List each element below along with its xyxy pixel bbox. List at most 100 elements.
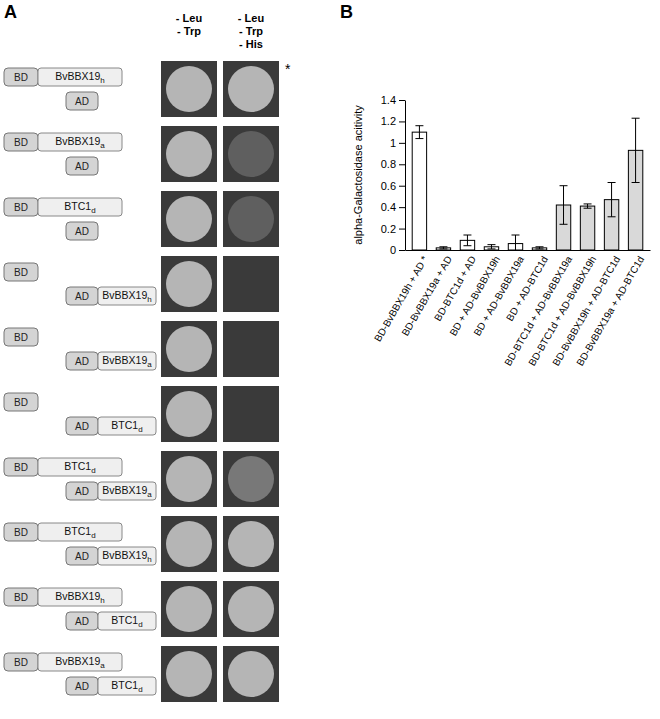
tag-label: BD xyxy=(14,657,28,668)
tick-mark xyxy=(399,229,405,230)
construct-row: BDADBvBBX19a xyxy=(4,321,279,377)
tick: 0.6 xyxy=(381,180,405,192)
colony xyxy=(228,196,274,242)
construct-name: BvBBX19 xyxy=(55,135,100,147)
colony xyxy=(166,391,212,437)
construct-subscript: d xyxy=(91,206,95,215)
tag-label: AD xyxy=(75,291,89,302)
error-bar-cap xyxy=(632,182,640,183)
tag-label: AD xyxy=(75,421,89,432)
error-bar-stem xyxy=(491,245,492,249)
construct-subscript: d xyxy=(138,425,142,434)
bar xyxy=(580,206,594,250)
colony xyxy=(228,521,274,567)
fusion-box xyxy=(38,458,122,476)
fusion-box xyxy=(98,612,156,630)
error-bar-stem xyxy=(467,235,468,246)
column-header: - Trp xyxy=(177,25,201,37)
tag-box xyxy=(66,287,98,305)
tag-box xyxy=(66,222,98,240)
error-bar xyxy=(632,118,640,182)
note-mark: * xyxy=(285,61,291,77)
error-bar xyxy=(439,247,447,249)
construct-row: BDBTC1dAD xyxy=(4,191,279,247)
construct-row: BDADBvBBX19h xyxy=(4,256,279,312)
construct-label: BTC1d xyxy=(111,679,142,694)
tag-label: AD xyxy=(75,356,89,367)
construct-name: BvBBX19 xyxy=(55,590,100,602)
tag-box xyxy=(4,588,38,606)
construct-name: BTC1 xyxy=(64,200,91,212)
tick-mark xyxy=(399,121,405,122)
tag-label: BD xyxy=(14,137,28,148)
tag-box xyxy=(66,677,98,695)
construct-name: BvBBX19 xyxy=(102,289,147,301)
plot-marks xyxy=(412,118,643,250)
tag-label: BD xyxy=(14,462,28,473)
tag-box xyxy=(66,157,98,175)
plate-photo xyxy=(223,516,279,572)
tick-label: 1.2 xyxy=(381,115,396,127)
tick-label: 1.4 xyxy=(381,94,396,106)
colony xyxy=(166,66,212,112)
tag-label: AD xyxy=(75,616,89,627)
plate-photo xyxy=(223,451,279,507)
fusion-box xyxy=(38,653,122,671)
construct-subscript: a xyxy=(147,360,152,369)
panel-a: A- Leu- Trp- Leu- Trp- HisBDBvBBX19hAD*B… xyxy=(4,2,291,702)
plate-photo xyxy=(223,61,279,117)
plate-photo xyxy=(223,191,279,247)
tag-label: AD xyxy=(75,486,89,497)
construct-label: BvBBX19a xyxy=(55,135,105,150)
plate-photo xyxy=(161,321,217,377)
construct-row: BDBTC1dADBvBBX19h xyxy=(4,516,279,572)
bar xyxy=(412,132,426,250)
tick: 0.8 xyxy=(381,158,405,170)
tag-label: AD xyxy=(75,681,89,692)
construct-label: BvBBX19a xyxy=(102,484,152,499)
figure: A- Leu- Trp- Leu- Trp- HisBDBvBBX19hAD*B… xyxy=(0,0,660,719)
y-axis-title: alpha-Galactosidase acitivity xyxy=(352,105,364,245)
fusion-box xyxy=(38,133,122,151)
construct-row: BDBvBBX19hADBTC1d xyxy=(4,581,279,637)
tag-label: AD xyxy=(75,551,89,562)
tick-label: 0.2 xyxy=(381,223,396,235)
fusion-box xyxy=(38,523,122,541)
colony xyxy=(228,66,274,112)
x-axis: BD-BvBBX19h + AD *BD-BvBBX19a + ADBD-BTC… xyxy=(372,250,650,368)
construct-name: BvBBX19 xyxy=(55,655,100,667)
column-header: - Leu xyxy=(238,12,264,24)
tag-box xyxy=(66,482,98,500)
error-bar xyxy=(415,126,423,139)
fusion-box xyxy=(38,68,122,86)
error-bar-cap xyxy=(463,235,471,236)
error-bar-stem xyxy=(635,118,636,182)
construct-row: BDADBTC1d xyxy=(4,386,279,442)
construct-label: BTC1d xyxy=(111,614,142,629)
tag-box xyxy=(4,263,38,281)
error-bar-cap xyxy=(415,125,423,126)
tag-box xyxy=(4,458,38,476)
error-bar-cap xyxy=(463,245,471,246)
error-bar-cap xyxy=(584,203,592,204)
plate-photo xyxy=(161,256,217,312)
colony xyxy=(166,651,212,697)
colony xyxy=(166,261,212,307)
tag-label: AD xyxy=(75,96,89,107)
fusion-box xyxy=(98,287,156,305)
tag-box xyxy=(66,352,98,370)
colony xyxy=(228,651,274,697)
construct-name: BTC1 xyxy=(64,525,91,537)
construct-subscript: d xyxy=(91,531,95,540)
colony xyxy=(228,586,274,632)
tag-box xyxy=(66,92,98,110)
tick-label: 1 xyxy=(390,137,396,149)
tag-box xyxy=(66,612,98,630)
error-bar-cap xyxy=(632,118,640,119)
tick-mark xyxy=(399,186,405,187)
tag-box xyxy=(4,393,38,411)
tick: 1.2 xyxy=(381,115,405,127)
colony xyxy=(166,586,212,632)
tag-box xyxy=(4,133,38,151)
error-bar-cap xyxy=(487,248,495,249)
